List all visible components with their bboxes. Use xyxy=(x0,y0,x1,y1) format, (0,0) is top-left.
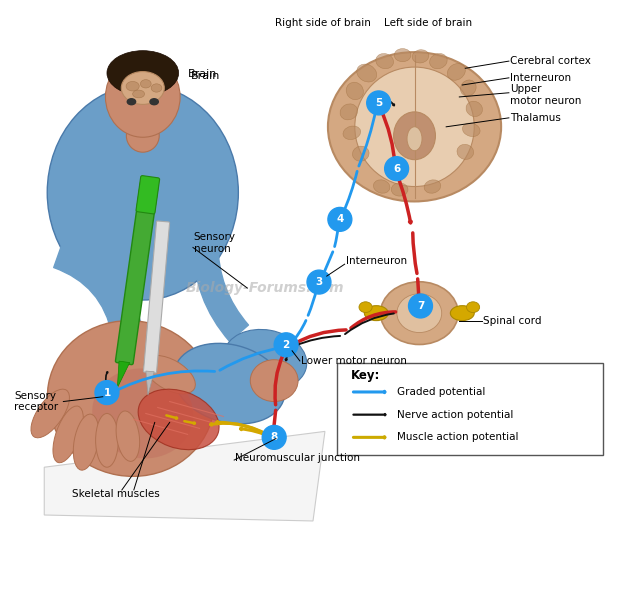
Ellipse shape xyxy=(397,294,442,332)
Ellipse shape xyxy=(96,413,118,467)
Circle shape xyxy=(262,425,286,449)
Circle shape xyxy=(384,157,409,181)
Text: Nerve action potential: Nerve action potential xyxy=(398,410,513,419)
Ellipse shape xyxy=(127,99,136,105)
Ellipse shape xyxy=(429,53,447,69)
Ellipse shape xyxy=(144,355,195,394)
Ellipse shape xyxy=(47,85,239,300)
Ellipse shape xyxy=(448,64,465,80)
Ellipse shape xyxy=(133,90,145,98)
Text: Skeletal muscles: Skeletal muscles xyxy=(72,489,160,499)
Ellipse shape xyxy=(250,360,298,401)
Text: 5: 5 xyxy=(375,98,382,108)
Ellipse shape xyxy=(48,321,214,476)
Text: Upper
motor neuron: Upper motor neuron xyxy=(510,85,582,106)
Ellipse shape xyxy=(116,411,140,461)
Ellipse shape xyxy=(355,67,475,187)
Ellipse shape xyxy=(328,52,501,202)
Ellipse shape xyxy=(359,302,372,313)
Text: Interneuron: Interneuron xyxy=(510,73,571,83)
Ellipse shape xyxy=(374,180,390,193)
Ellipse shape xyxy=(407,127,422,151)
Text: 8: 8 xyxy=(270,433,278,442)
Text: Brain: Brain xyxy=(190,71,220,81)
Ellipse shape xyxy=(376,53,394,68)
Circle shape xyxy=(307,270,331,294)
FancyBboxPatch shape xyxy=(143,221,170,373)
Ellipse shape xyxy=(151,84,162,92)
FancyBboxPatch shape xyxy=(136,176,160,214)
Ellipse shape xyxy=(412,50,429,63)
Ellipse shape xyxy=(352,146,369,161)
Ellipse shape xyxy=(466,101,483,116)
FancyBboxPatch shape xyxy=(337,363,603,455)
Ellipse shape xyxy=(105,56,180,137)
Text: Spinal cord: Spinal cord xyxy=(483,316,541,326)
Ellipse shape xyxy=(364,305,388,320)
Ellipse shape xyxy=(31,389,69,438)
Ellipse shape xyxy=(140,80,151,88)
Ellipse shape xyxy=(357,64,377,82)
Text: Sensory
receptor: Sensory receptor xyxy=(14,391,58,412)
Ellipse shape xyxy=(424,180,441,193)
Ellipse shape xyxy=(463,123,480,137)
Text: Right side of brain: Right side of brain xyxy=(275,19,371,28)
Text: Muscle action potential: Muscle action potential xyxy=(398,433,519,442)
Text: 2: 2 xyxy=(282,340,290,350)
FancyArrowPatch shape xyxy=(54,239,142,335)
Ellipse shape xyxy=(73,414,99,470)
Text: Neuromuscular junction: Neuromuscular junction xyxy=(235,453,361,463)
Circle shape xyxy=(328,208,352,232)
FancyBboxPatch shape xyxy=(115,182,158,365)
Polygon shape xyxy=(44,431,325,521)
Ellipse shape xyxy=(138,389,219,449)
Circle shape xyxy=(409,294,433,318)
Polygon shape xyxy=(117,361,130,388)
Circle shape xyxy=(274,333,298,357)
Ellipse shape xyxy=(343,126,361,140)
Text: Thalamus: Thalamus xyxy=(510,113,561,123)
Ellipse shape xyxy=(340,104,357,120)
Ellipse shape xyxy=(53,406,83,463)
Text: 6: 6 xyxy=(393,164,400,173)
Ellipse shape xyxy=(394,49,411,62)
Circle shape xyxy=(95,380,119,404)
FancyArrowPatch shape xyxy=(193,243,249,341)
Text: Biology-Forums.com: Biology-Forums.com xyxy=(186,281,344,295)
Ellipse shape xyxy=(173,343,285,424)
Ellipse shape xyxy=(381,282,458,344)
Ellipse shape xyxy=(391,183,408,196)
Text: Sensory
neuron: Sensory neuron xyxy=(193,232,235,254)
Text: Cerebral cortex: Cerebral cortex xyxy=(510,56,591,66)
Ellipse shape xyxy=(394,112,436,160)
Text: Left side of brain: Left side of brain xyxy=(384,19,473,28)
Text: 7: 7 xyxy=(417,301,424,311)
Text: Brain: Brain xyxy=(188,69,217,79)
Ellipse shape xyxy=(150,99,158,105)
Ellipse shape xyxy=(461,80,476,96)
Text: 1: 1 xyxy=(103,388,111,398)
Ellipse shape xyxy=(126,82,139,91)
Ellipse shape xyxy=(107,50,178,95)
Polygon shape xyxy=(146,371,154,395)
Ellipse shape xyxy=(466,302,480,313)
Text: Lower motor neuron: Lower motor neuron xyxy=(301,356,407,366)
Ellipse shape xyxy=(92,368,193,458)
Text: Key:: Key: xyxy=(351,369,380,382)
Ellipse shape xyxy=(121,71,164,104)
Ellipse shape xyxy=(223,329,307,390)
Ellipse shape xyxy=(450,305,475,320)
Text: 4: 4 xyxy=(336,214,344,224)
Text: Graded potential: Graded potential xyxy=(398,387,486,397)
Ellipse shape xyxy=(457,145,474,160)
Text: Interneuron: Interneuron xyxy=(346,256,407,266)
Ellipse shape xyxy=(126,119,159,152)
Text: 3: 3 xyxy=(316,277,322,287)
Circle shape xyxy=(367,91,391,115)
Ellipse shape xyxy=(346,82,364,100)
